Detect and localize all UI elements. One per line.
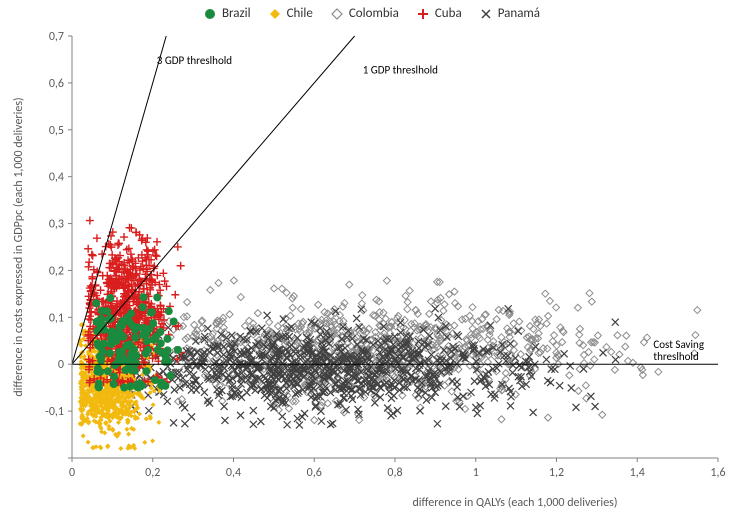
legend-item-colombia: Colombia <box>331 6 399 21</box>
svg-text:0,2: 0,2 <box>145 466 160 480</box>
legend-swatch-chile <box>269 8 281 20</box>
svg-text:1,6: 1,6 <box>710 466 725 480</box>
threshold-1gdp-label: 1 GDP threslhold <box>363 64 438 77</box>
legend-item-cuba: Cuba <box>417 6 462 21</box>
svg-text:1,4: 1,4 <box>630 466 645 480</box>
legend-swatch-brazil <box>204 8 216 20</box>
legend-item-brazil: Brazil <box>204 6 251 21</box>
svg-text:1,2: 1,2 <box>549 466 564 480</box>
svg-text:0,6: 0,6 <box>307 466 322 480</box>
legend-swatch-colombia <box>331 8 343 20</box>
svg-text:0,6: 0,6 <box>49 77 64 91</box>
legend-label-brazil: Brazil <box>222 6 251 21</box>
threshold-1gdp <box>72 36 355 364</box>
svg-text:0,4: 0,4 <box>226 466 241 480</box>
legend-label-colombia: Colombia <box>349 6 399 21</box>
scatter-plot: 3 GDP threslhold1 GDP threslholdCost Sav… <box>0 0 744 525</box>
legend: Brazil Chile Colombia Cuba Panamá <box>0 6 744 21</box>
svg-text:0,4: 0,4 <box>49 171 64 185</box>
legend-swatch-panama <box>480 8 492 20</box>
legend-label-cuba: Cuba <box>435 6 462 21</box>
legend-item-panama: Panamá <box>480 6 540 21</box>
svg-text:0,8: 0,8 <box>387 466 402 480</box>
y-axis-label: difference in costs expressed in GDPpc (… <box>12 97 26 396</box>
svg-text:0,7: 0,7 <box>49 30 64 44</box>
svg-text:0: 0 <box>69 466 75 480</box>
x-axis-label: difference in QALYs (each 1,000 deliveri… <box>412 496 617 510</box>
svg-text:1: 1 <box>473 466 479 480</box>
threshold-3gdp-label: 3 GDP threslhold <box>157 54 232 67</box>
svg-text:0,3: 0,3 <box>49 218 64 232</box>
svg-text:-0,1: -0,1 <box>45 405 64 419</box>
x-axis-ticks: 0 0,2 0,4 0,6 0,8 1 1,2 1,4 1,6 <box>69 458 726 480</box>
legend-item-chile: Chile <box>269 6 313 21</box>
svg-text:0: 0 <box>58 358 64 372</box>
legend-swatch-cuba <box>417 8 429 20</box>
svg-text:0,1: 0,1 <box>49 311 64 325</box>
svg-text:0,2: 0,2 <box>49 264 64 278</box>
svg-text:0,5: 0,5 <box>49 124 64 138</box>
threshold-cost-saving-label2: threslhold <box>653 350 698 363</box>
y-axis-ticks: -0,1 0 0,1 0,2 0,3 0,4 0,5 0,6 0,7 <box>45 30 72 458</box>
legend-label-panama: Panamá <box>498 6 540 21</box>
legend-label-chile: Chile <box>287 6 313 21</box>
series-panama <box>125 305 619 428</box>
